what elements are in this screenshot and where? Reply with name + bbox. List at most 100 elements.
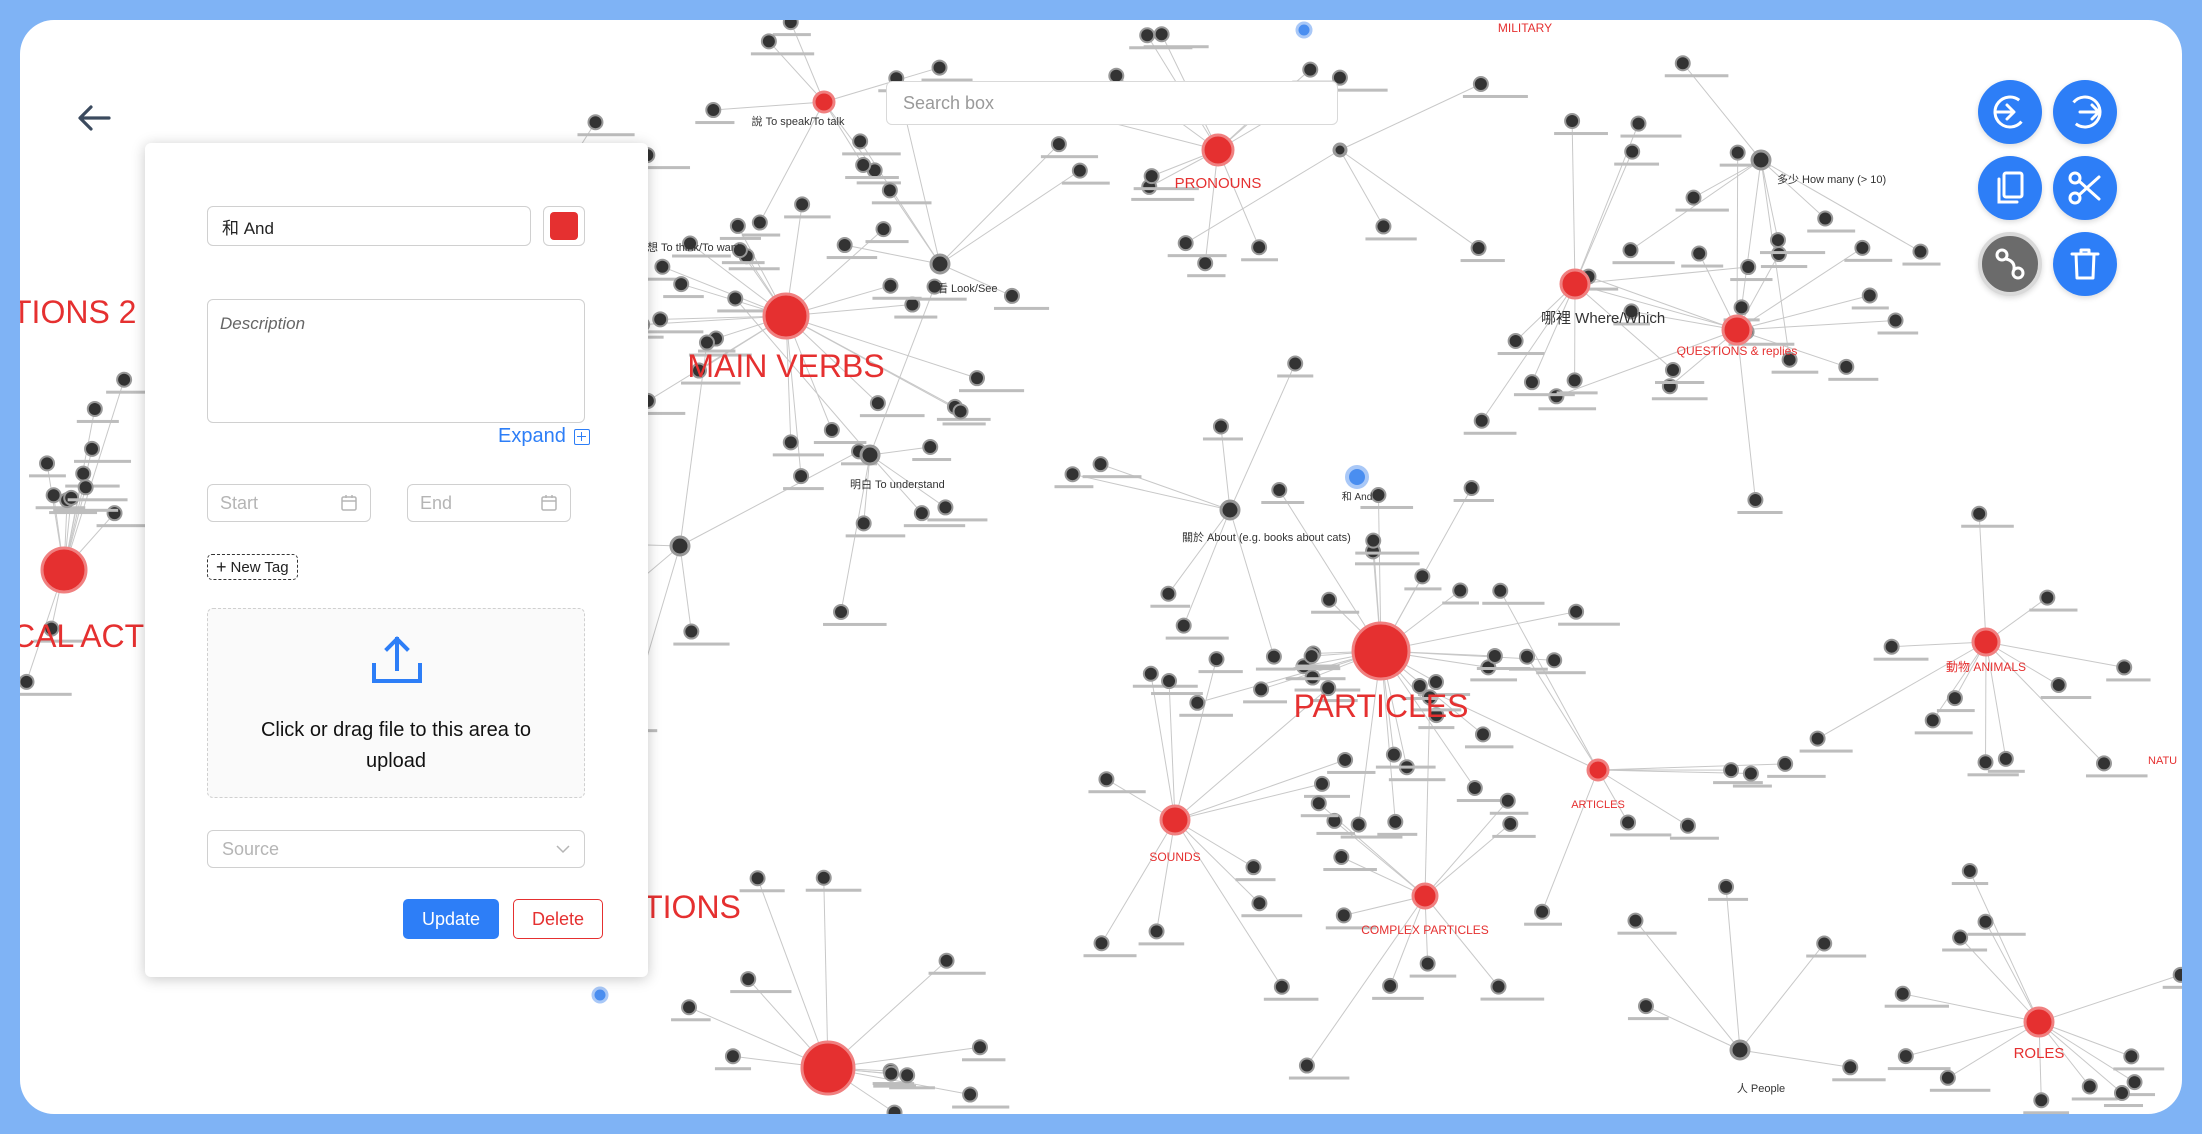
graph-node[interactable] bbox=[859, 444, 881, 466]
graph-node[interactable] bbox=[1474, 726, 1491, 743]
graph-node[interactable] bbox=[855, 515, 872, 532]
hub-node[interactable] bbox=[1971, 627, 2001, 657]
graph-node[interactable] bbox=[1160, 585, 1177, 602]
graph-node[interactable] bbox=[823, 422, 840, 439]
graph-node[interactable] bbox=[1729, 1039, 1751, 1061]
graph-node[interactable] bbox=[1519, 648, 1536, 665]
graph-node[interactable] bbox=[116, 371, 133, 388]
graph-node[interactable] bbox=[1337, 751, 1354, 768]
graph-node[interactable] bbox=[75, 465, 92, 482]
graph-node[interactable] bbox=[1742, 765, 1759, 782]
graph-node[interactable] bbox=[1050, 136, 1067, 153]
graph-node[interactable] bbox=[922, 439, 939, 456]
node-color-picker[interactable] bbox=[543, 206, 585, 246]
graph-node[interactable] bbox=[938, 952, 955, 969]
graph-node[interactable] bbox=[1414, 568, 1431, 585]
graph-node[interactable] bbox=[1387, 813, 1404, 830]
link-nodes-button[interactable] bbox=[1978, 232, 2042, 296]
graph-node[interactable] bbox=[749, 870, 766, 887]
graph-node[interactable] bbox=[1375, 218, 1392, 235]
graph-node[interactable] bbox=[1295, 21, 1313, 39]
graph-node[interactable] bbox=[729, 217, 746, 234]
graph-node[interactable] bbox=[1385, 746, 1402, 763]
login-button[interactable] bbox=[1978, 80, 2042, 144]
graph-node[interactable] bbox=[1842, 1059, 1859, 1076]
graph-node[interactable] bbox=[84, 440, 101, 457]
graph-node[interactable] bbox=[793, 468, 810, 485]
file-upload-dropzone[interactable]: Click or drag file to this area to uploa… bbox=[207, 608, 585, 798]
cut-button[interactable] bbox=[2053, 156, 2117, 220]
graph-node[interactable] bbox=[2123, 1048, 2140, 1065]
graph-node[interactable] bbox=[1427, 674, 1444, 691]
graph-node[interactable] bbox=[1861, 287, 1878, 304]
hub-node[interactable] bbox=[2023, 1006, 2055, 1038]
graph-node[interactable] bbox=[794, 196, 811, 213]
graph-node[interactable] bbox=[971, 1039, 988, 1056]
graph-node[interactable] bbox=[1492, 582, 1509, 599]
graph-node[interactable] bbox=[1003, 287, 1020, 304]
graph-node[interactable] bbox=[1142, 665, 1159, 682]
graph-node[interactable] bbox=[1777, 755, 1794, 772]
graph-node[interactable] bbox=[1620, 814, 1637, 831]
back-button[interactable] bbox=[68, 92, 120, 144]
graph-node[interactable] bbox=[1265, 648, 1282, 665]
expand-button[interactable]: Expand bbox=[498, 425, 590, 448]
graph-node[interactable] bbox=[855, 157, 872, 174]
graph-node[interactable] bbox=[1750, 149, 1772, 171]
graph-node[interactable] bbox=[1502, 815, 1519, 832]
hub-node[interactable] bbox=[40, 546, 88, 594]
hub-node[interactable] bbox=[1721, 314, 1753, 346]
hub-node[interactable] bbox=[762, 292, 810, 340]
graph-node[interactable] bbox=[1382, 977, 1399, 994]
graph-node[interactable] bbox=[1523, 374, 1540, 391]
graph-node[interactable] bbox=[45, 487, 62, 504]
graph-node[interactable] bbox=[1490, 978, 1507, 995]
graph-node[interactable] bbox=[1093, 935, 1110, 952]
graph-node[interactable] bbox=[751, 214, 768, 231]
graph-node[interactable] bbox=[1428, 707, 1445, 724]
graph-node[interactable] bbox=[1189, 694, 1206, 711]
graph-node[interactable] bbox=[1245, 859, 1262, 876]
graph-node[interactable] bbox=[869, 395, 886, 412]
graph-node[interactable] bbox=[1466, 780, 1483, 797]
graph-node[interactable] bbox=[969, 370, 986, 387]
graph-node[interactable] bbox=[1321, 591, 1338, 608]
graph-node[interactable] bbox=[682, 235, 699, 252]
graph-node[interactable] bbox=[1212, 418, 1229, 435]
graph-node[interactable] bbox=[724, 1048, 741, 1065]
graph-node[interactable] bbox=[698, 334, 715, 351]
hub-node[interactable] bbox=[1411, 882, 1439, 910]
graph-node[interactable] bbox=[1499, 792, 1516, 809]
graph-node[interactable] bbox=[1331, 69, 1348, 86]
graph-node[interactable] bbox=[1997, 750, 2014, 767]
graph-node[interactable] bbox=[1971, 505, 1988, 522]
graph-node[interactable] bbox=[875, 221, 892, 238]
graph-node[interactable] bbox=[1098, 771, 1115, 788]
hub-node[interactable] bbox=[1201, 133, 1235, 167]
graph-node[interactable] bbox=[1781, 351, 1798, 368]
update-button[interactable]: Update bbox=[403, 899, 499, 939]
node-name-input[interactable] bbox=[207, 206, 531, 246]
graph-node[interactable] bbox=[886, 1104, 903, 1114]
graph-node[interactable] bbox=[39, 455, 56, 472]
graph-node[interactable] bbox=[1143, 168, 1160, 185]
graph-node[interactable] bbox=[1887, 312, 1904, 329]
description-input[interactable] bbox=[207, 299, 585, 423]
graph-node[interactable] bbox=[833, 603, 850, 620]
graph-node[interactable] bbox=[654, 258, 671, 275]
graph-node[interactable] bbox=[1473, 412, 1490, 429]
graph-node[interactable] bbox=[1486, 648, 1503, 665]
graph-node[interactable] bbox=[1939, 1069, 1956, 1086]
graph-node[interactable] bbox=[782, 434, 799, 451]
graph-node[interactable] bbox=[669, 535, 691, 557]
graph-node[interactable] bbox=[1546, 652, 1563, 669]
graph-node[interactable] bbox=[1664, 362, 1681, 379]
graph-node[interactable] bbox=[1622, 242, 1639, 259]
graph-node[interactable] bbox=[1838, 358, 1855, 375]
graph-node[interactable] bbox=[740, 971, 757, 988]
graph-node[interactable] bbox=[881, 182, 898, 199]
graph-node[interactable] bbox=[2172, 966, 2182, 983]
end-date-picker[interactable]: End bbox=[407, 484, 571, 522]
graph-node[interactable] bbox=[1463, 479, 1480, 496]
graph-node[interactable] bbox=[1092, 456, 1109, 473]
